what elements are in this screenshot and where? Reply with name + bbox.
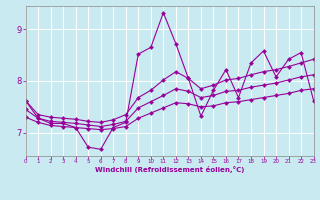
X-axis label: Windchill (Refroidissement éolien,°C): Windchill (Refroidissement éolien,°C) [95,166,244,173]
